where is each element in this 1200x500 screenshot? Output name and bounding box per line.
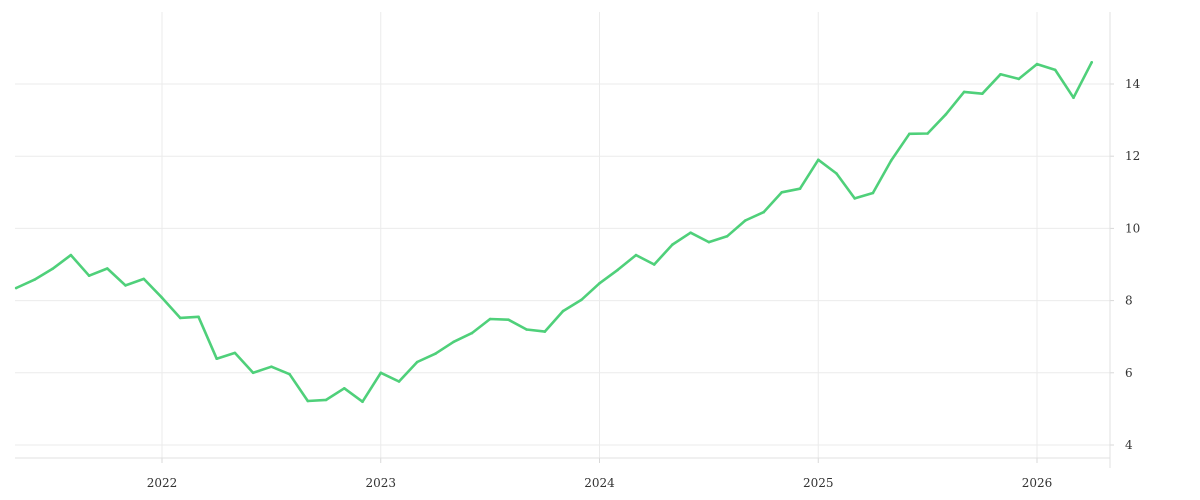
data-point bbox=[106, 267, 109, 270]
data-point bbox=[251, 371, 255, 375]
data-point bbox=[215, 357, 218, 361]
data-point bbox=[197, 315, 200, 319]
data-point bbox=[543, 330, 547, 333]
x-tick-label: 2026 bbox=[1022, 476, 1053, 490]
data-point bbox=[707, 240, 711, 244]
data-point bbox=[178, 316, 182, 320]
data-point bbox=[306, 399, 310, 403]
data-point bbox=[944, 113, 948, 116]
data-point bbox=[817, 158, 820, 162]
data-point bbox=[1072, 96, 1075, 99]
data-point bbox=[1090, 61, 1093, 64]
data-point bbox=[908, 132, 911, 136]
data-point bbox=[525, 328, 528, 331]
data-point bbox=[33, 278, 36, 282]
x-tick-label: 2022 bbox=[147, 476, 178, 490]
data-point bbox=[981, 92, 984, 95]
data-point bbox=[51, 267, 54, 271]
data-point bbox=[415, 360, 419, 364]
data-point bbox=[124, 284, 127, 287]
data-point bbox=[652, 263, 656, 266]
x-tick-label: 2025 bbox=[803, 476, 834, 490]
y-tick-label: 8 bbox=[1125, 294, 1133, 308]
data-point bbox=[69, 253, 73, 257]
data-point bbox=[87, 274, 91, 278]
y-tick-label: 14 bbox=[1125, 77, 1141, 91]
data-point bbox=[671, 243, 674, 246]
data-point bbox=[689, 231, 692, 234]
data-point bbox=[507, 318, 510, 322]
data-point bbox=[270, 365, 273, 369]
data-point bbox=[725, 235, 729, 238]
data-point bbox=[233, 351, 237, 355]
data-point bbox=[580, 298, 583, 302]
data-point bbox=[142, 277, 146, 281]
series-layer bbox=[14, 60, 1093, 404]
data-point bbox=[598, 282, 601, 285]
x-tick-label: 2024 bbox=[584, 476, 615, 490]
data-point bbox=[379, 371, 383, 375]
axes bbox=[15, 12, 1114, 468]
data-point bbox=[470, 331, 474, 335]
data-point bbox=[853, 197, 856, 200]
tick-labels: 4 6 8 10 12 14 2022 2023 2024 2025 2026 bbox=[147, 77, 1141, 490]
data-point bbox=[962, 90, 966, 94]
y-tick-label: 12 bbox=[1125, 149, 1140, 163]
data-point bbox=[288, 372, 291, 376]
data-point bbox=[634, 253, 638, 257]
data-point bbox=[744, 219, 747, 222]
data-point bbox=[434, 352, 437, 356]
data-point bbox=[926, 132, 929, 135]
data-point bbox=[324, 398, 328, 402]
data-point bbox=[397, 380, 401, 383]
data-point bbox=[762, 210, 765, 214]
x-tick-label: 2023 bbox=[365, 476, 396, 490]
data-point bbox=[1017, 77, 1021, 81]
grid-lines bbox=[15, 12, 1110, 458]
data-point bbox=[361, 400, 364, 404]
data-point bbox=[798, 187, 802, 190]
data-point bbox=[616, 268, 619, 272]
data-point bbox=[871, 191, 875, 195]
data-point bbox=[452, 340, 456, 344]
data-point bbox=[561, 309, 565, 313]
data-point bbox=[835, 172, 838, 175]
series-line bbox=[14, 60, 1093, 404]
data-point bbox=[488, 317, 492, 321]
data-point bbox=[1053, 68, 1057, 72]
data-point bbox=[160, 296, 164, 300]
data-point bbox=[999, 73, 1002, 76]
data-point bbox=[889, 159, 893, 162]
y-tick-label: 10 bbox=[1125, 221, 1140, 235]
y-tick-label: 4 bbox=[1125, 438, 1133, 452]
data-point bbox=[343, 387, 346, 390]
data-point bbox=[14, 286, 18, 290]
y-tick-label: 6 bbox=[1125, 366, 1133, 380]
data-point bbox=[780, 191, 784, 194]
data-point bbox=[1035, 62, 1039, 66]
